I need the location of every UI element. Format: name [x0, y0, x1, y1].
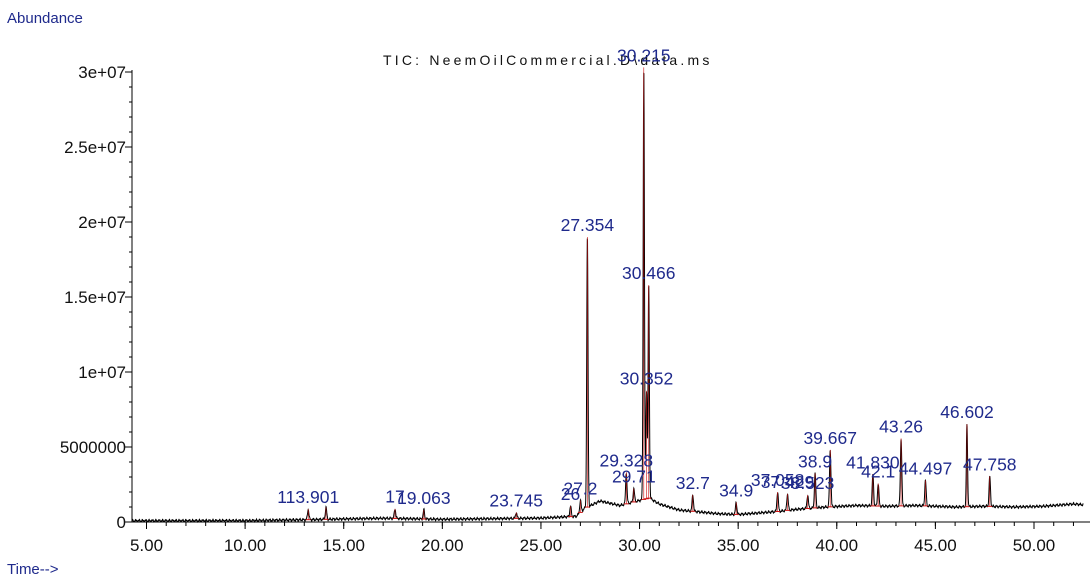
tick-group: 5.00 10.00 15.00 20.00 25.00 30.00 35.00 40.00 4… [60, 63, 1074, 555]
peak-label: 44.497 [899, 458, 953, 478]
y-tick-label: 5000000 [60, 438, 126, 457]
trace-group [131, 67, 1084, 523]
peak-label: 23.745 [489, 490, 543, 510]
peak-label: 27.354 [561, 215, 615, 235]
y-tick-label: 1.5e+07 [64, 288, 126, 307]
peak-label: 46.602 [940, 402, 994, 422]
peak-label: 34.9 [719, 480, 753, 500]
y-tick-label: 3e+07 [78, 63, 126, 82]
peak-label: 113.901 [277, 487, 339, 507]
peak-label: 38.9 [798, 451, 832, 471]
peak-label: 32.7 [676, 473, 710, 493]
peak-label: 39.667 [803, 428, 857, 448]
y-axis-label: Abundance [7, 10, 83, 27]
y-tick-label: 0 [117, 513, 126, 532]
peak-label: 38.523 [781, 473, 835, 493]
x-tick-label: 30.00 [618, 536, 661, 555]
x-tick-label: 35.00 [717, 536, 760, 555]
peak-label: 30.215 [617, 45, 671, 65]
peak-label: 26 [561, 484, 580, 504]
x-tick-label: 10.00 [224, 536, 267, 555]
peak-label: 27.2 [563, 478, 597, 498]
peak-label: 29.71 [612, 466, 656, 486]
tic-trace [131, 72, 1084, 523]
peak-label: 42.1 [861, 462, 895, 482]
x-tick-label: 40.00 [816, 536, 859, 555]
peak-label: 37.429 [761, 472, 815, 492]
peak-label: 30.466 [622, 263, 676, 283]
peak-label: 29.328 [600, 450, 654, 470]
chart-title: TIC: NeemOilCommercial.D\data.ms [383, 52, 713, 68]
peak-label: 30.352 [620, 369, 674, 389]
peak-label: 19.063 [397, 488, 451, 508]
x-axis-label: Time--> [7, 561, 59, 578]
y-tick-label: 2e+07 [78, 213, 126, 232]
x-tick-label: 5.00 [130, 536, 163, 555]
x-tick-label: 20.00 [421, 536, 464, 555]
x-tick-label: 15.00 [322, 536, 365, 555]
x-tick-label: 25.00 [520, 536, 563, 555]
peak-label: 17 [385, 487, 404, 507]
y-tick-label: 2.5e+07 [64, 138, 126, 157]
peak-label: 47.758 [963, 454, 1017, 474]
peak-label: 41.830 [846, 452, 900, 472]
x-tick-label: 45.00 [914, 536, 957, 555]
x-tick-label: 50.00 [1013, 536, 1056, 555]
peak-label: 43.26 [879, 416, 923, 436]
y-tick-label: 1e+07 [78, 363, 126, 382]
peak-label: 37.058 [751, 470, 805, 490]
